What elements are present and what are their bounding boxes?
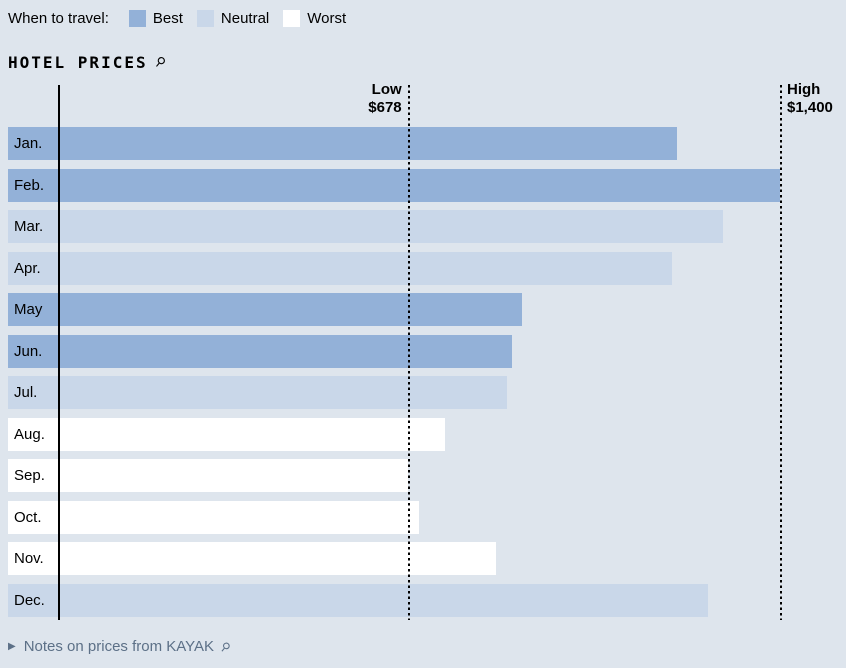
legend-label: Neutral [220, 10, 270, 27]
month-label: Feb. [14, 176, 45, 194]
notes-link-text: Notes on prices from KAYAK [23, 638, 215, 655]
notes-link[interactable]: ▶ Notes on prices from KAYAK ⚲ [8, 638, 838, 655]
legend-swatch-best [128, 10, 146, 27]
legend-item-neutral: Neutral [196, 10, 270, 27]
bar-apr: Apr. [8, 251, 672, 285]
low-reference-label: Low $678 [368, 81, 401, 117]
legend-swatch-neutral [196, 10, 214, 27]
legend-item-best: Best [128, 10, 183, 27]
month-label: Nov. [14, 550, 44, 567]
month-label: Mar. [14, 218, 44, 235]
bar-jul: Jul. [8, 376, 507, 409]
legend: When to travel: Best Neutral Worst [8, 10, 838, 27]
bar-oct: Oct. [8, 500, 419, 534]
month-label: Apr. [14, 259, 41, 277]
legend-title: When to travel: [8, 10, 109, 27]
month-label: May [14, 301, 43, 318]
terminal-icon: ⚲ [217, 638, 234, 655]
high-reference-label: High $1,400 [787, 81, 833, 117]
expand-arrow-icon: ▶ [8, 641, 16, 652]
legend-items: Best Neutral Worst [115, 10, 346, 27]
bar-may: May [8, 293, 523, 326]
legend-label: Worst [307, 10, 347, 27]
legend-label: Best [152, 10, 183, 27]
chart-title-text: HOTEL PRICES [8, 53, 148, 72]
low-label-text: Low [371, 81, 402, 98]
high-value-text: $1,400 [787, 99, 833, 116]
bar-jan: Jan. [8, 127, 677, 160]
low-reference-line [407, 85, 410, 620]
legend-item-worst: Worst [283, 10, 346, 27]
chart-title: HOTEL PRICES ⚲ [8, 53, 838, 72]
month-label: Jun. [14, 342, 43, 360]
month-label: Aug. [14, 425, 45, 443]
month-label: Jul. [14, 384, 38, 401]
legend-swatch-worst [283, 10, 301, 27]
bar-sep: Sep. [8, 459, 408, 492]
terminal-icon: ⚲ [150, 53, 168, 72]
month-label: Dec. [14, 591, 45, 609]
high-label-text: High [787, 81, 821, 98]
bar-jun: Jun. [8, 334, 512, 368]
month-label: Oct. [14, 508, 42, 526]
bar-dec: Dec. [8, 583, 708, 617]
bar-feb: Feb. [8, 168, 780, 202]
low-value-text: $678 [368, 99, 402, 116]
y-axis-line [58, 85, 60, 620]
chart-area: Jan. Feb. Mar. Apr. May Jun. Jul. Aug. Sep. Oct. N… [8, 81, 838, 620]
bar-mar: Mar. [8, 210, 724, 243]
bar-nov: Nov. [8, 542, 497, 575]
month-label: Jan. [14, 135, 43, 152]
month-label: Sep. [14, 467, 45, 484]
high-reference-line [780, 85, 782, 620]
bar-aug: Aug. [8, 417, 445, 451]
